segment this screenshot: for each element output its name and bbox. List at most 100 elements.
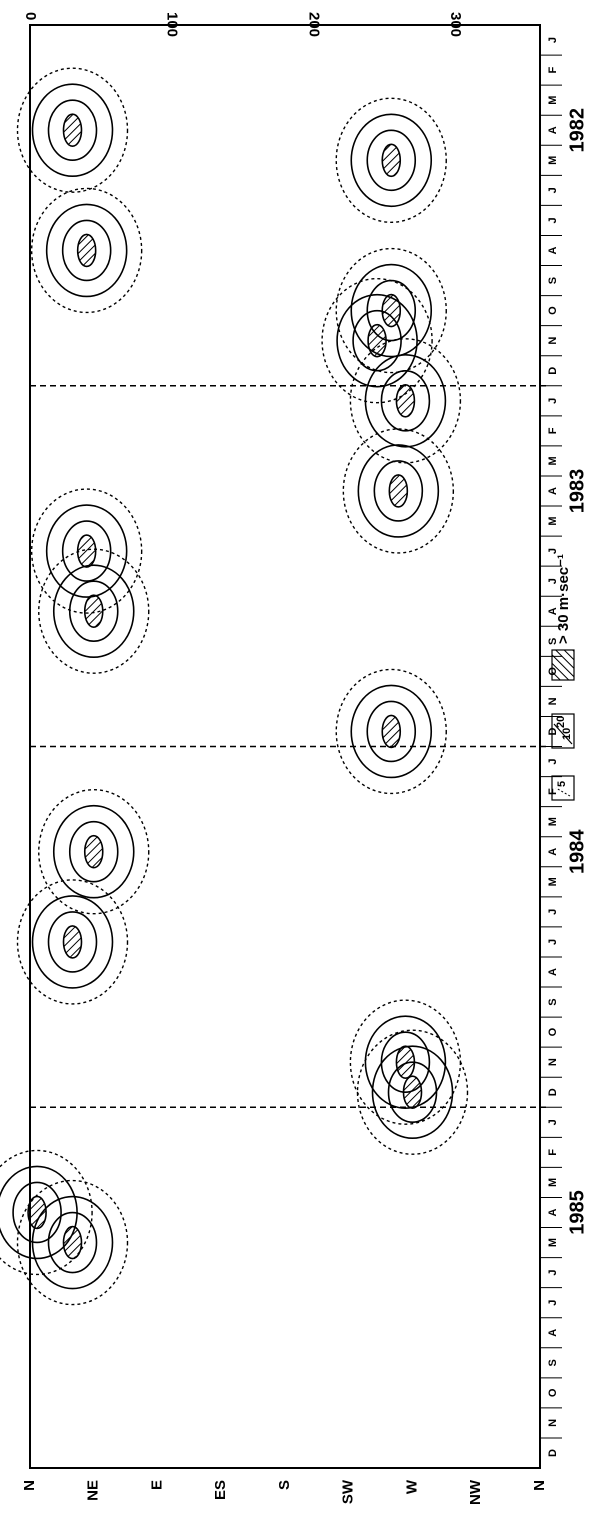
month-label-25: F (547, 788, 559, 795)
month-label-0: J (547, 37, 559, 43)
month-label-32: S (547, 998, 559, 1005)
contour-20 (380, 369, 431, 432)
direction-label-8: N (531, 1480, 548, 1491)
contour-5 (335, 247, 447, 374)
contour-20 (373, 460, 424, 522)
legend-item-10-20: 10 20 (551, 713, 575, 749)
month-label-5: J (547, 187, 559, 193)
legend-label-5: 5 (556, 781, 568, 787)
contour-30 (83, 594, 104, 629)
month-label-42: J (547, 1300, 559, 1306)
month-label-12: J (547, 398, 559, 404)
month-label-2: M (547, 96, 559, 105)
month-label-1: F (547, 66, 559, 73)
contour-10 (364, 353, 447, 448)
contour-5 (335, 97, 447, 223)
wind-maximum-3 (335, 247, 447, 374)
contour-5 (16, 67, 129, 193)
month-label-7: A (547, 246, 559, 254)
month-label-14: M (547, 456, 559, 465)
wind-maximum-14 (0, 1149, 93, 1276)
contour-20 (366, 129, 417, 192)
month-label-10: N (547, 337, 559, 345)
wind-maximum-6 (342, 428, 455, 554)
direction-label-1: NE (85, 1480, 102, 1501)
year-label-1984: 1984 (566, 829, 588, 874)
month-label-43: A (547, 1329, 559, 1337)
contour-10 (45, 504, 128, 598)
month-label-3: A (547, 126, 559, 134)
wind-maximum-0 (16, 67, 129, 193)
month-label-22: N (547, 697, 559, 705)
direction-label-2: E (148, 1480, 165, 1490)
month-label-27: A (547, 848, 559, 856)
contour-20 (47, 1211, 98, 1274)
month-label-36: J (547, 1119, 559, 1125)
contour-5 (321, 277, 433, 404)
month-label-34: N (547, 1058, 559, 1066)
contour-30 (62, 925, 83, 959)
direction-label-4: S (276, 1480, 293, 1490)
contour-5 (16, 1179, 129, 1306)
month-label-8: S (547, 277, 559, 284)
contour-20 (352, 309, 402, 372)
contour-20 (68, 580, 119, 643)
contour-20 (47, 99, 98, 162)
contour-10 (31, 895, 114, 989)
direction-label-0: N (21, 1480, 38, 1491)
month-label-17: J (547, 548, 559, 554)
degree-tick-labels: 0 100 200 300 (22, 12, 464, 37)
contour-30 (395, 383, 416, 418)
month-label-6: J (547, 217, 559, 223)
contour-10 (364, 1015, 447, 1109)
contour-10 (371, 1045, 454, 1140)
contour-10 (31, 83, 114, 178)
contour-5 (356, 1029, 469, 1155)
wind-maximum-10 (38, 789, 150, 915)
contour-10 (350, 113, 433, 208)
direction-tick-labels: N NE E ES S SW W NW N (21, 1479, 548, 1505)
contour-30 (381, 714, 402, 749)
wind-maximum-11 (16, 879, 129, 1005)
contour-30 (62, 113, 83, 148)
contour-10 (52, 564, 135, 659)
contour-20 (12, 1181, 62, 1244)
degree-label-0: 0 (22, 12, 39, 20)
month-tick-labels: J F M A M J J A S O N D J F M A M J J A S O N D J F M A M J J A S O N D J F M A… (540, 37, 562, 1457)
contour-20 (47, 911, 98, 973)
month-label-26: M (547, 817, 559, 826)
direction-label-7: NW (467, 1479, 484, 1505)
month-label-38: M (547, 1178, 559, 1187)
year-tick-labels: 1982 1983 1984 1985 (566, 108, 588, 1235)
month-label-13: F (547, 427, 559, 434)
wind-maximum-2 (335, 97, 447, 223)
contour-5 (38, 789, 150, 915)
contour-20 (68, 820, 119, 883)
month-label-44: S (547, 1359, 559, 1366)
contour-5 (342, 428, 455, 554)
contour-10 (336, 293, 418, 388)
contour-10 (357, 444, 440, 538)
year-label-1983: 1983 (566, 469, 588, 514)
wind-maximum-8 (38, 548, 150, 674)
direction-label-5: SW (340, 1479, 357, 1504)
legend-item-30: > 30 m·sec⁻¹ (551, 554, 575, 681)
wind-maximum-7 (30, 488, 143, 614)
contour-5 (0, 1149, 93, 1276)
month-label-45: O (547, 1388, 559, 1397)
month-label-47: D (547, 1449, 559, 1457)
month-label-40: M (547, 1238, 559, 1247)
contour-30 (388, 474, 409, 508)
month-label-23: D (547, 727, 559, 735)
degree-label-200: 200 (305, 12, 322, 37)
month-label-31: A (547, 968, 559, 976)
legend-label-10: 10 (561, 728, 573, 740)
degree-label-300: 300 (447, 12, 464, 37)
contour-5 (38, 548, 150, 674)
wind-maximum-12 (349, 999, 462, 1125)
month-label-35: D (547, 1088, 559, 1096)
contour-5 (335, 668, 447, 795)
contour-10 (52, 804, 135, 899)
contour-30 (83, 834, 104, 869)
contour-30 (402, 1075, 423, 1110)
